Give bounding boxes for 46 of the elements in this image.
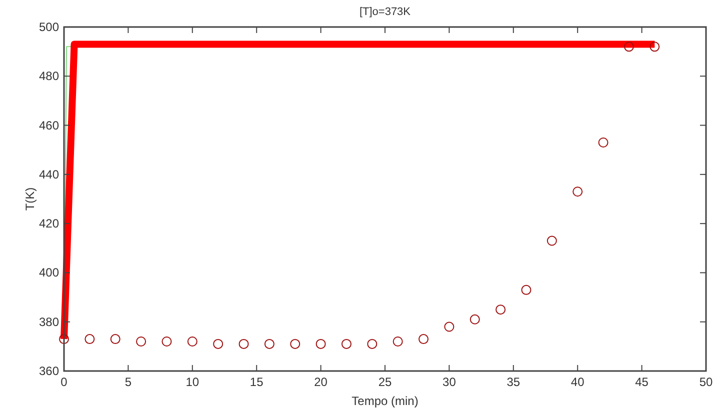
point <box>341 338 352 349</box>
point <box>521 284 532 295</box>
x-axis-title: Tempo (min) <box>352 394 418 408</box>
point <box>546 236 557 246</box>
point <box>162 336 172 347</box>
point <box>59 334 69 344</box>
point <box>84 334 95 344</box>
point <box>572 186 583 197</box>
point <box>624 42 634 52</box>
point <box>418 334 429 344</box>
x-tick-label: 20 <box>314 375 328 389</box>
point <box>470 314 480 324</box>
point <box>392 336 403 347</box>
point <box>238 338 249 349</box>
x-tick-label: 30 <box>442 375 456 389</box>
x-tick-label: 10 <box>186 375 200 389</box>
y-tick-label: 480 <box>38 69 60 84</box>
x-tick-label: 5 <box>124 375 132 389</box>
y-tick-label: 440 <box>38 167 60 182</box>
y-tick-label: 360 <box>38 364 60 378</box>
y-tick-label: 400 <box>38 266 60 280</box>
y-axis-title: T(K) <box>23 187 37 211</box>
y-tick-label: 380 <box>38 314 60 329</box>
point <box>316 338 326 349</box>
point <box>650 42 660 52</box>
point <box>444 322 454 332</box>
y-tick-label: 460 <box>38 118 60 132</box>
x-tick-label: 50 <box>699 375 713 389</box>
point <box>213 338 224 349</box>
point <box>367 338 378 349</box>
x-tick-label: 15 <box>250 375 264 389</box>
x-tick-label: 25 <box>378 375 392 389</box>
point <box>496 304 506 315</box>
x-tick-label: 35 <box>506 375 520 389</box>
y-tick-label: 420 <box>38 216 60 231</box>
x-tick-label: 45 <box>635 375 649 389</box>
point <box>264 338 274 349</box>
x-tick-label: 0 <box>60 375 68 389</box>
point <box>110 334 120 344</box>
point <box>598 137 608 148</box>
point <box>136 336 146 347</box>
chart-title: [T]o=373K <box>359 6 412 18</box>
y-tick-label: 500 <box>38 20 60 34</box>
x-tick-label: 40 <box>570 375 585 389</box>
point <box>290 338 300 349</box>
point <box>187 336 198 347</box>
